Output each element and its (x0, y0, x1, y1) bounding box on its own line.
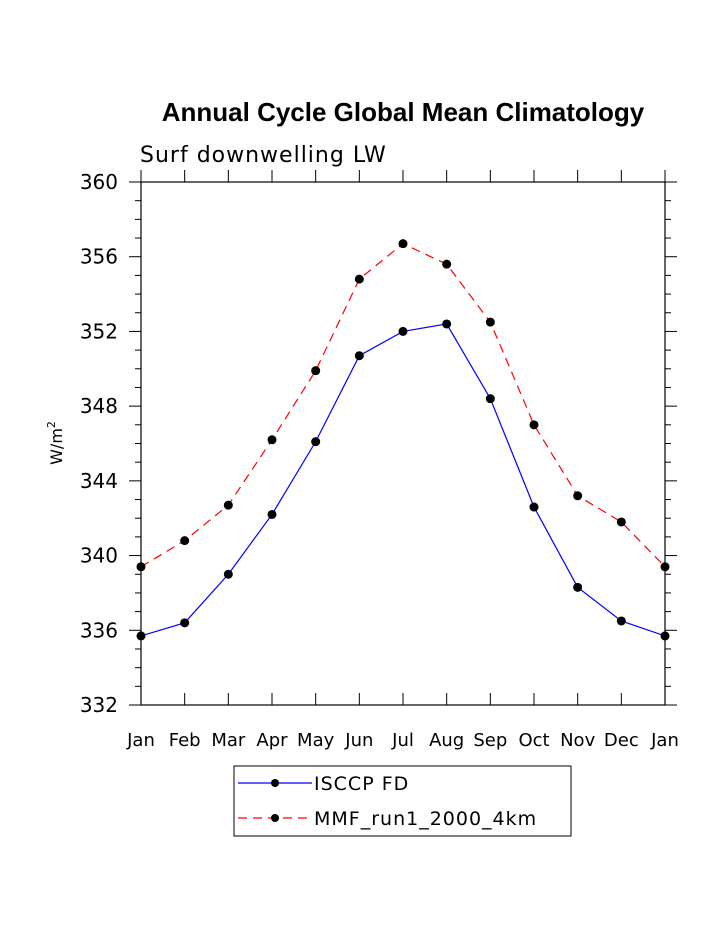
legend-marker-mmf (271, 814, 279, 822)
data-point (223, 500, 233, 510)
legend-marker-isccp (271, 779, 279, 787)
data-point (485, 317, 495, 327)
y-tick-label: 348 (80, 394, 118, 418)
data-point (267, 509, 277, 519)
x-tick-label: Jan (650, 730, 679, 751)
y-tick-label: 340 (80, 544, 118, 568)
x-tick-label: Aug (429, 730, 464, 751)
data-point (398, 239, 408, 249)
x-tick-label: Jun (344, 730, 373, 751)
y-tick-label: 352 (80, 319, 118, 343)
legend: ISCCP FD MMF_run1_2000_4km (233, 765, 572, 837)
data-point (223, 569, 233, 579)
data-point (354, 274, 364, 284)
data-point (442, 319, 452, 329)
plot-frame (140, 181, 666, 706)
x-tick-label: Apr (256, 730, 288, 751)
x-tick-label: Nov (560, 730, 595, 751)
y-tick-label: 332 (80, 693, 118, 717)
data-point (136, 562, 146, 572)
x-tick-label: Sep (473, 730, 507, 751)
data-point (442, 259, 452, 269)
x-axis: Jan Feb Mar Apr May Jun Jul Aug Sep Oct Nov Dec Jan (126, 170, 679, 751)
data-point (311, 437, 321, 447)
x-tick-label: May (297, 730, 335, 751)
data-point (136, 631, 146, 641)
y-tick-label: 360 (80, 170, 118, 194)
y-axis-label: W/m2 (45, 421, 66, 465)
data-point (616, 616, 626, 626)
data-point (573, 491, 583, 501)
data-point (267, 435, 277, 445)
data-point (180, 618, 190, 628)
data-point (660, 631, 670, 641)
y-axis-label-text: W/m (47, 428, 66, 465)
y-tick-label: 336 (80, 618, 118, 642)
legend-label-mmf: MMF_run1_2000_4km (314, 808, 537, 830)
data-point (660, 562, 670, 572)
data-point (311, 366, 321, 376)
x-tick-label: Dec (604, 730, 639, 751)
legend-label-isccp: ISCCP FD (314, 773, 409, 795)
x-tick-label: Oct (518, 730, 549, 751)
y-tick-label: 344 (80, 469, 118, 493)
data-point (529, 502, 539, 512)
data-point (529, 420, 539, 430)
chart-subtitle: Surf downwelling LW (140, 143, 387, 168)
series-line-1 (140, 242, 666, 568)
x-tick-label: Feb (169, 730, 201, 751)
x-tick-label: Mar (211, 730, 246, 751)
data-point (354, 351, 364, 361)
chart-title: Annual Cycle Global Mean Climatology (162, 97, 645, 127)
data-point (616, 517, 626, 527)
data-point (485, 394, 495, 404)
data-point (573, 582, 583, 592)
legend-box (233, 765, 572, 837)
x-tick-label: Jan (126, 730, 155, 751)
series-layer (136, 239, 670, 641)
x-tick-label: Jul (391, 730, 414, 751)
y-tick-label: 356 (80, 245, 118, 269)
series-line-0 (140, 323, 666, 637)
y-axis-label-superscript: 2 (45, 421, 58, 428)
y-axis: 332 336 340 344 348 352 356 360 (80, 170, 677, 717)
data-point (398, 326, 408, 336)
data-point (180, 536, 190, 546)
